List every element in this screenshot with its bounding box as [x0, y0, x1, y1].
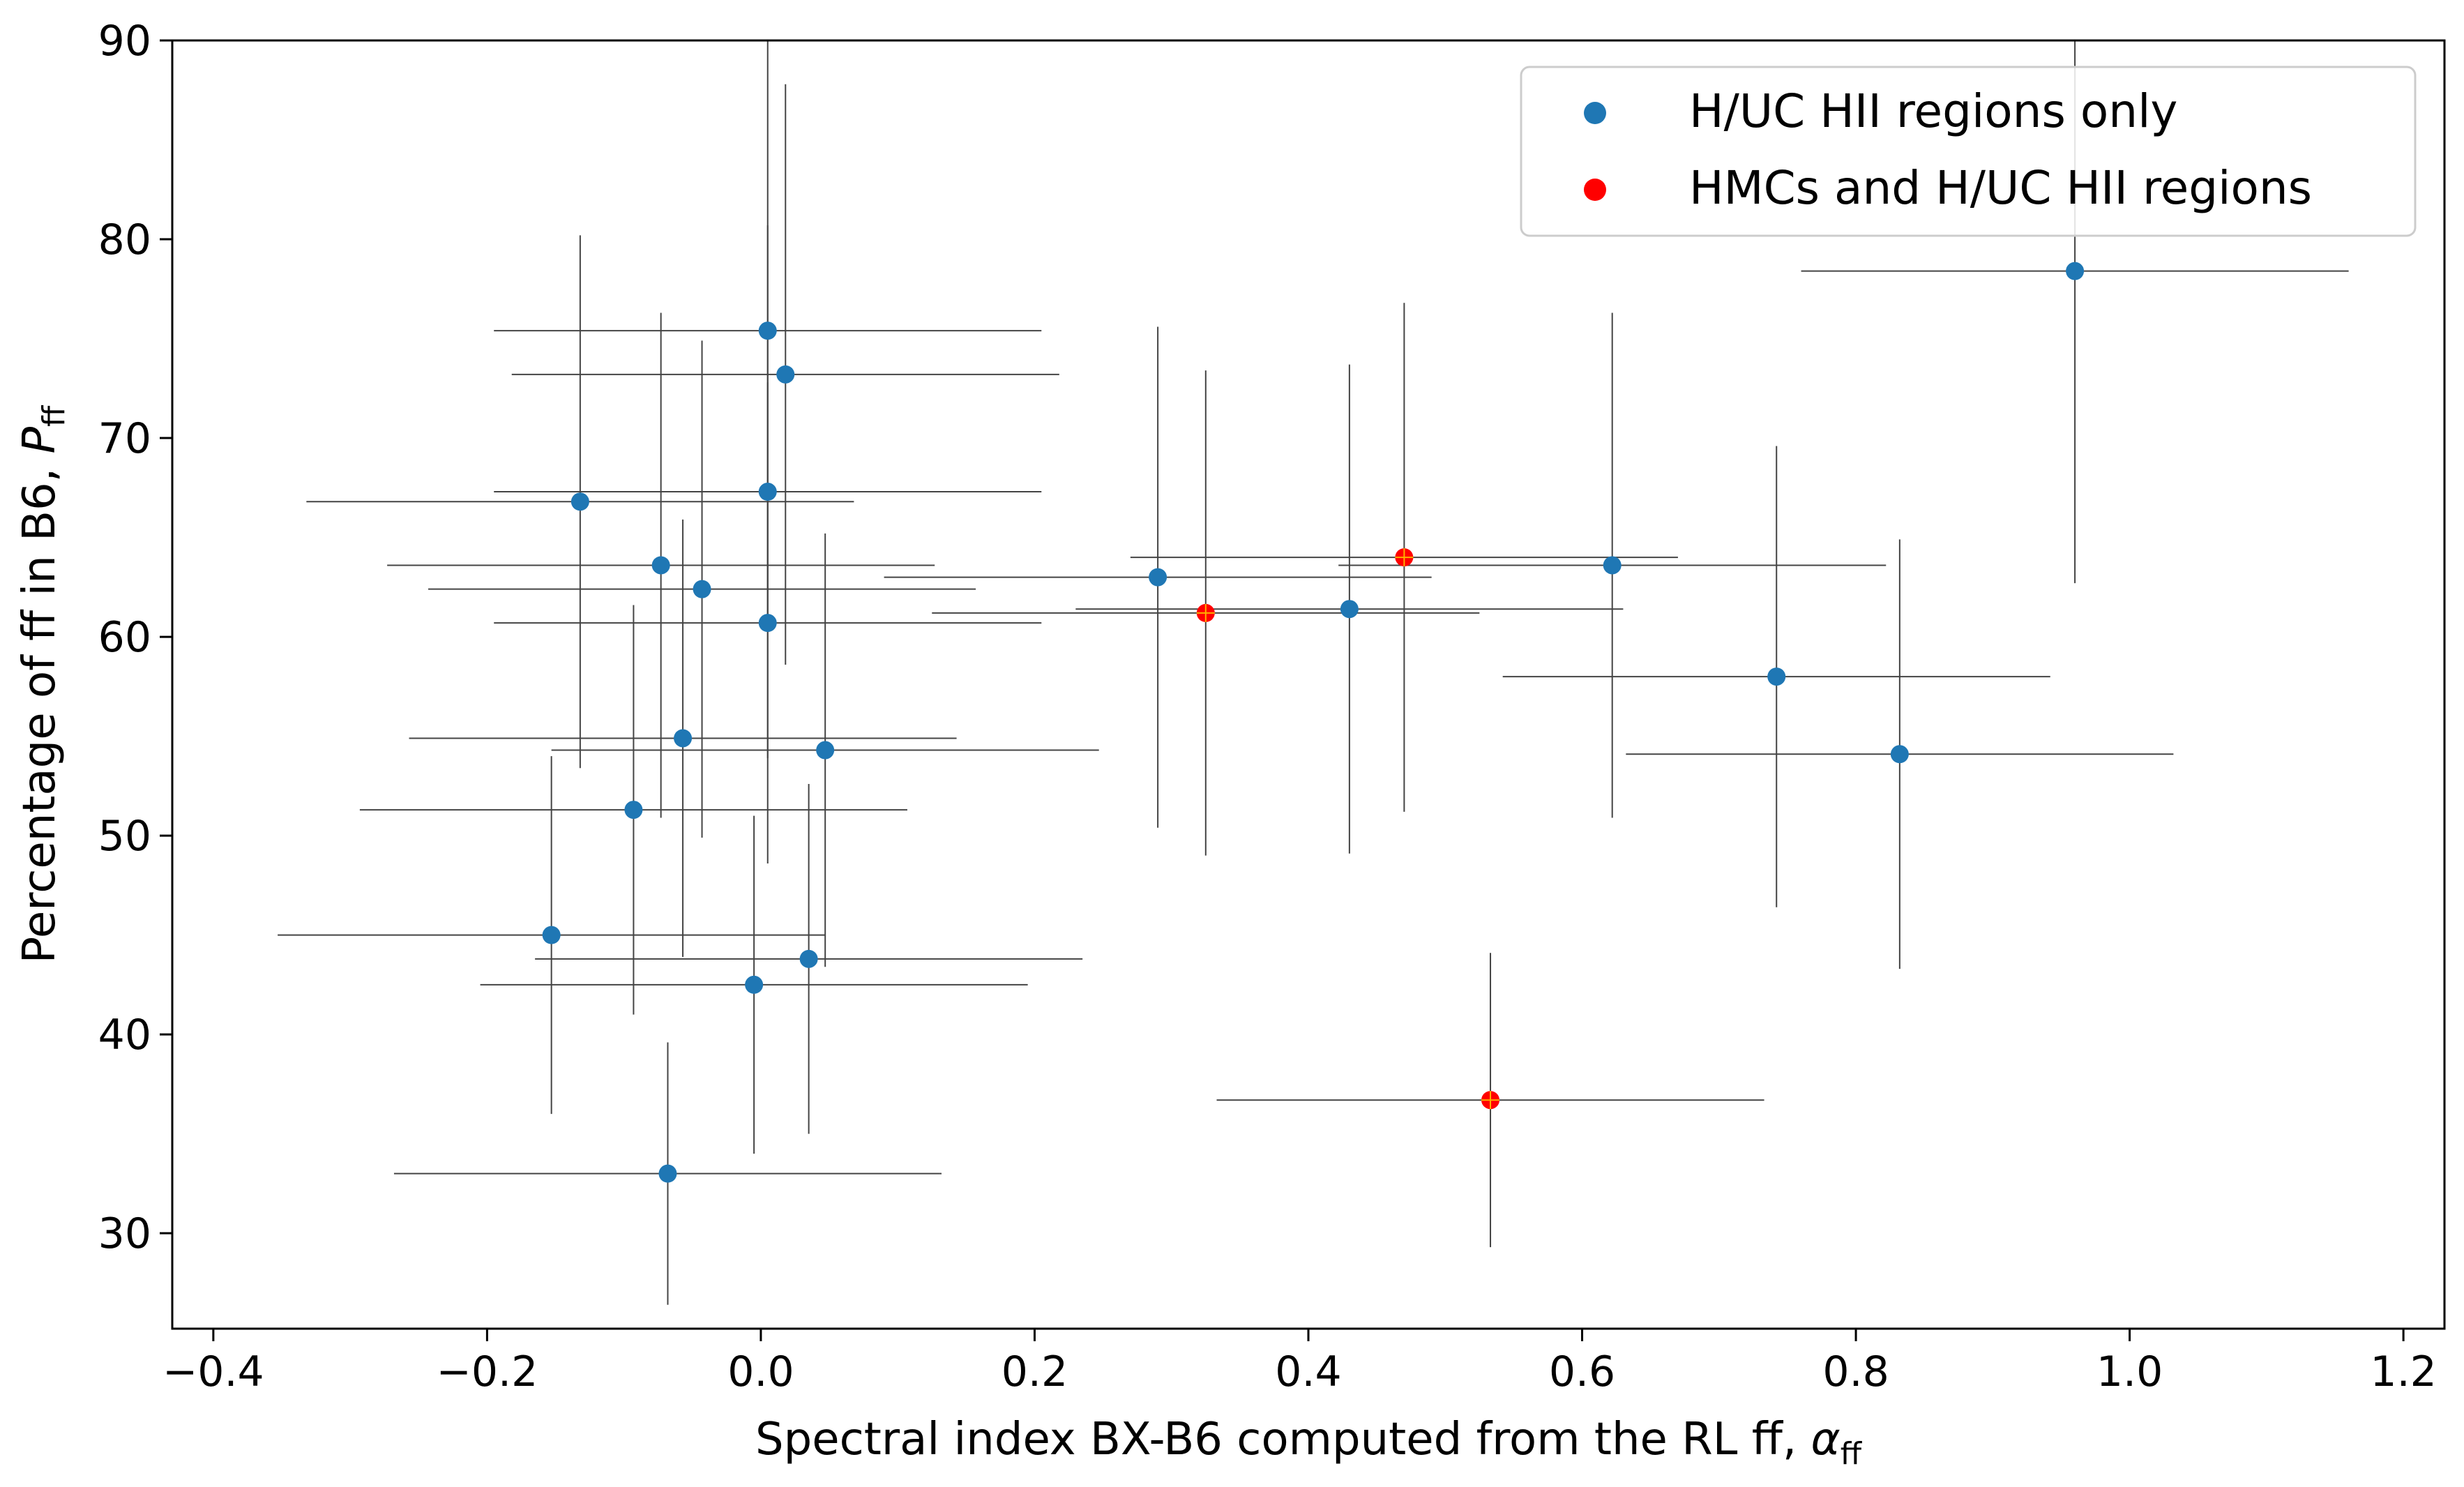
- y-tick-label: 70: [98, 414, 151, 463]
- data-point-huc: [693, 580, 711, 598]
- point-layer: [542, 262, 2085, 1183]
- legend-label-huc: H/UC HII regions only: [1689, 84, 2177, 138]
- x-tick-label: 0.8: [1822, 1348, 1889, 1396]
- y-axis-label: Percentage of ff in B6, Pff: [14, 405, 72, 963]
- y-axis-label-subscript: ff: [36, 405, 72, 427]
- y-axis-label-symbol: P: [14, 427, 66, 454]
- data-point-huc: [1340, 600, 1359, 619]
- x-tick-label: 0.4: [1275, 1348, 1341, 1396]
- x-axis-label: Spectral index BX-B6 computed from the R…: [755, 1414, 1863, 1472]
- data-point-huc: [758, 614, 777, 633]
- x-axis-label-text: Spectral index BX-B6 computed from the R…: [755, 1414, 1811, 1465]
- data-point-huc: [758, 483, 777, 501]
- x-tick-label: 0.0: [727, 1348, 794, 1396]
- x-tick-label: −0.2: [437, 1348, 538, 1396]
- x-tick-label: −0.4: [162, 1348, 264, 1396]
- data-point-huc: [570, 492, 589, 511]
- legend-marker-huc: [1584, 102, 1606, 124]
- y-axis-label-text: Percentage of ff in B6,: [14, 454, 66, 964]
- x-tick-label: 0.6: [1549, 1348, 1615, 1396]
- y-axis-ticks: 30 40 50 60 70 80 90: [98, 17, 172, 1258]
- data-point-huc: [542, 926, 561, 944]
- data-point-huc: [1890, 745, 1909, 764]
- x-axis-ticks: −0.4 −0.2 0.0 0.2 0.4 0.6 0.8 1.0 1.2: [162, 1329, 2437, 1396]
- data-point-huc: [1149, 568, 1167, 587]
- legend-box: [1520, 66, 2417, 237]
- x-axis-label-subscript: ff: [1841, 1436, 1863, 1472]
- data-point-huc: [2066, 262, 2085, 280]
- x-tick-label: 1.0: [2096, 1348, 2163, 1396]
- data-point-huc: [745, 975, 764, 994]
- legend-label-hmc: HMCs and H/UC HII regions: [1689, 161, 2312, 215]
- data-point-huc: [799, 949, 818, 968]
- y-tick-label: 90: [98, 17, 151, 66]
- y-tick-label: 60: [98, 613, 151, 662]
- legend: H/UC HII regions only HMCs and H/UC HII …: [1520, 66, 2417, 237]
- x-axis-label-symbol: α: [1811, 1414, 1841, 1465]
- y-tick-label: 80: [98, 216, 151, 264]
- data-point-huc: [816, 741, 835, 760]
- data-point-huc: [651, 556, 670, 575]
- data-point-huc: [624, 801, 643, 820]
- y-tick-label: 30: [98, 1209, 151, 1258]
- data-point-huc: [1603, 556, 1622, 575]
- data-point-huc: [674, 729, 693, 748]
- data-point-huc: [658, 1164, 677, 1183]
- x-tick-label: 0.2: [1002, 1348, 1068, 1396]
- x-tick-label: 1.2: [2370, 1348, 2436, 1396]
- data-point-huc: [1767, 667, 1786, 686]
- y-tick-label: 50: [98, 812, 151, 861]
- legend-marker-hmc: [1584, 179, 1606, 201]
- data-point-huc: [758, 322, 777, 340]
- data-point-huc: [776, 365, 795, 384]
- y-tick-label: 40: [98, 1011, 151, 1059]
